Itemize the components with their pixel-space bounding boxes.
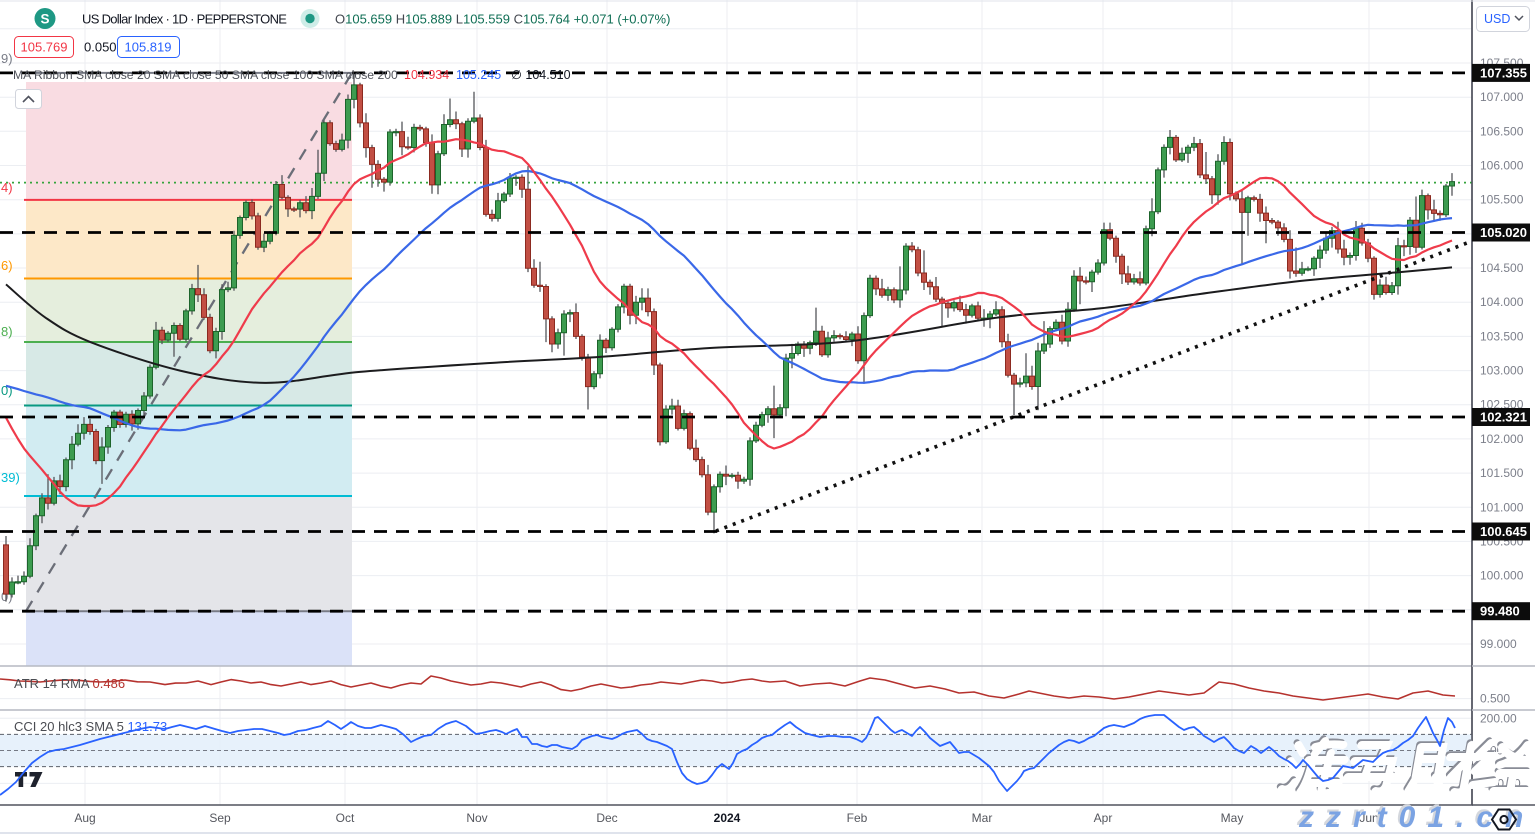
svg-text:Oct: Oct: [336, 811, 355, 825]
svg-text:0.500: 0.500: [1480, 692, 1510, 706]
svg-text:Jun: Jun: [1359, 811, 1378, 825]
svg-text:99.480: 99.480: [1480, 604, 1520, 619]
svg-text:S: S: [40, 12, 49, 27]
svg-text:USD: USD: [1484, 12, 1510, 26]
svg-text:105.245: 105.245: [456, 68, 501, 82]
svg-text:106.500: 106.500: [1480, 124, 1524, 138]
svg-text:100.000: 100.000: [1480, 569, 1524, 583]
svg-text:105.020: 105.020: [1480, 225, 1527, 240]
svg-text:200.00: 200.00: [1480, 711, 1517, 725]
svg-text:105.500: 105.500: [1480, 193, 1524, 207]
svg-text:107.000: 107.000: [1480, 90, 1524, 104]
svg-text:104.934: 104.934: [404, 68, 449, 82]
svg-text:∅ 104.510: ∅ 104.510: [511, 68, 571, 82]
svg-text:100.645: 100.645: [1480, 524, 1527, 539]
svg-text:106.000: 106.000: [1480, 159, 1524, 173]
svg-text:101.500: 101.500: [1480, 466, 1524, 480]
svg-text:102.321: 102.321: [1480, 410, 1527, 425]
svg-text:9): 9): [1, 51, 13, 66]
svg-text:Aug: Aug: [74, 811, 95, 825]
svg-text:104.000: 104.000: [1480, 295, 1524, 309]
svg-text:107.355: 107.355: [1480, 65, 1527, 80]
svg-text:99.000: 99.000: [1480, 637, 1517, 651]
svg-text:0.050: 0.050: [84, 40, 117, 55]
svg-text:103.000: 103.000: [1480, 364, 1524, 378]
svg-text:4): 4): [1, 180, 13, 195]
svg-text:US Dollar Index · 1D · PEPPERS: US Dollar Index · 1D · PEPPERSTONE: [82, 12, 287, 27]
svg-text:Dec: Dec: [596, 811, 617, 825]
svg-text:Sep: Sep: [209, 811, 231, 825]
svg-text:0): 0): [1, 589, 13, 604]
svg-text:zzrt01.cn: zzrt01.cn: [1298, 801, 1535, 834]
svg-text:May: May: [1221, 811, 1244, 825]
svg-text:Apr: Apr: [1094, 811, 1113, 825]
svg-text:103.500: 103.500: [1480, 329, 1524, 343]
svg-text:8): 8): [1, 324, 13, 339]
svg-text:6): 6): [1, 258, 13, 273]
svg-text:MA Ribbon SMA close 20 SMA clo: MA Ribbon SMA close 20 SMA close 50 SMA …: [13, 68, 398, 82]
svg-text:ATR 14 RMA 0.486: ATR 14 RMA 0.486: [14, 676, 125, 691]
svg-text:Feb: Feb: [847, 811, 868, 825]
svg-text:102.000: 102.000: [1480, 432, 1524, 446]
svg-text:105.769: 105.769: [21, 40, 68, 55]
svg-text:Nov: Nov: [466, 811, 487, 825]
svg-text:0): 0): [1, 383, 13, 398]
svg-text:2024: 2024: [714, 811, 741, 825]
svg-text:Mar: Mar: [972, 811, 993, 825]
svg-text:105.819: 105.819: [125, 40, 172, 55]
svg-text:104.500: 104.500: [1480, 261, 1524, 275]
svg-text:39): 39): [1, 470, 20, 485]
svg-text:101.000: 101.000: [1480, 500, 1524, 514]
svg-text:CCI 20 hlc3 SMA 5 131.73: CCI 20 hlc3 SMA 5 131.73: [14, 719, 167, 734]
svg-text:O105.659 H105.889 L105.559 C10: O105.659 H105.889 L105.559 C105.764 +0.0…: [335, 12, 670, 27]
